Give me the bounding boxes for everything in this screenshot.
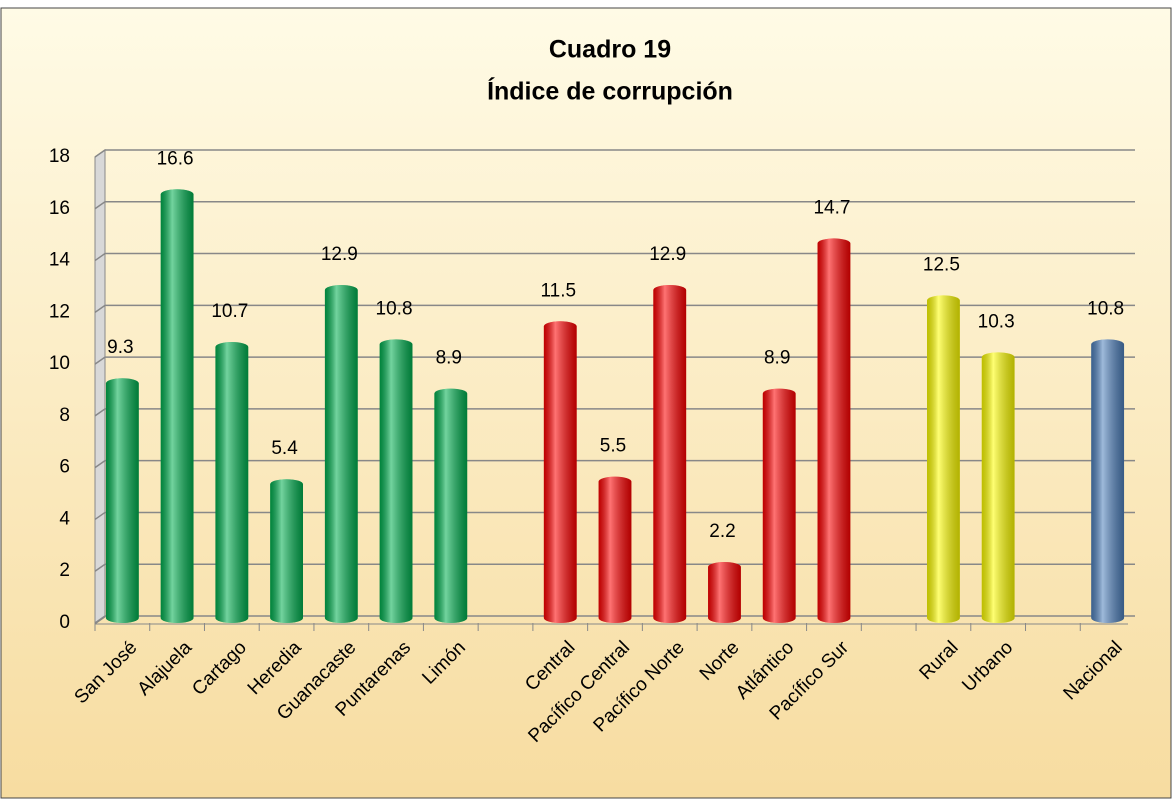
grid-line — [94, 304, 1135, 313]
bar-shine — [1091, 339, 1125, 623]
bar-shine — [270, 479, 303, 623]
bar-shine — [105, 378, 139, 623]
data-label: 12.9 — [321, 244, 358, 265]
bar-shine — [762, 388, 796, 623]
y-tick-label: 16 — [49, 198, 70, 219]
chart-background — [0, 7, 1172, 799]
grid-line — [94, 252, 1135, 262]
data-label: 9.3 — [107, 337, 133, 358]
y-tick-label: 18 — [49, 146, 70, 167]
bar-shine — [160, 189, 194, 623]
data-label: 14.7 — [813, 197, 850, 218]
grid-line — [94, 149, 1135, 158]
grid-line — [94, 201, 1135, 210]
data-label: 5.4 — [271, 438, 298, 459]
bar-shine — [981, 352, 1015, 623]
bar-shine — [817, 238, 851, 623]
data-label: 16.6 — [157, 148, 194, 169]
bar-shine — [215, 341, 249, 623]
grid-line — [94, 356, 1135, 365]
y-tick-label: 4 — [59, 508, 70, 529]
data-label: 8.9 — [436, 348, 462, 369]
data-label: 2.2 — [709, 521, 735, 542]
data-label: 8.9 — [764, 348, 790, 369]
bar-shine — [708, 562, 741, 623]
bar-shine — [543, 321, 577, 623]
y-tick-label: 0 — [59, 612, 70, 633]
bar-shine — [927, 295, 960, 623]
data-label: 10.7 — [211, 301, 248, 322]
data-label: 10.3 — [978, 311, 1015, 332]
bar-shine — [653, 285, 687, 623]
chart-title: Índice de corrupción — [487, 77, 733, 106]
bar-shine — [324, 285, 358, 623]
data-label: 10.8 — [376, 298, 413, 319]
bar-shine — [434, 388, 468, 623]
data-label: 11.5 — [540, 280, 576, 301]
y-axis-wall — [94, 149, 106, 625]
bar-shine — [598, 476, 632, 623]
y-tick-label: 6 — [59, 457, 70, 478]
data-label: 12.9 — [649, 244, 686, 265]
data-label: 12.5 — [923, 254, 960, 275]
y-tick-label: 12 — [49, 301, 70, 322]
y-tick-label: 2 — [59, 560, 70, 581]
bar-shine — [379, 339, 413, 623]
y-tick-label: 8 — [59, 405, 70, 426]
chart-title: Cuadro 19 — [549, 36, 671, 64]
y-tick-label: 14 — [49, 250, 71, 271]
y-tick-label: 10 — [49, 353, 70, 374]
data-label: 10.8 — [1087, 298, 1124, 319]
data-label: 5.5 — [600, 436, 626, 457]
